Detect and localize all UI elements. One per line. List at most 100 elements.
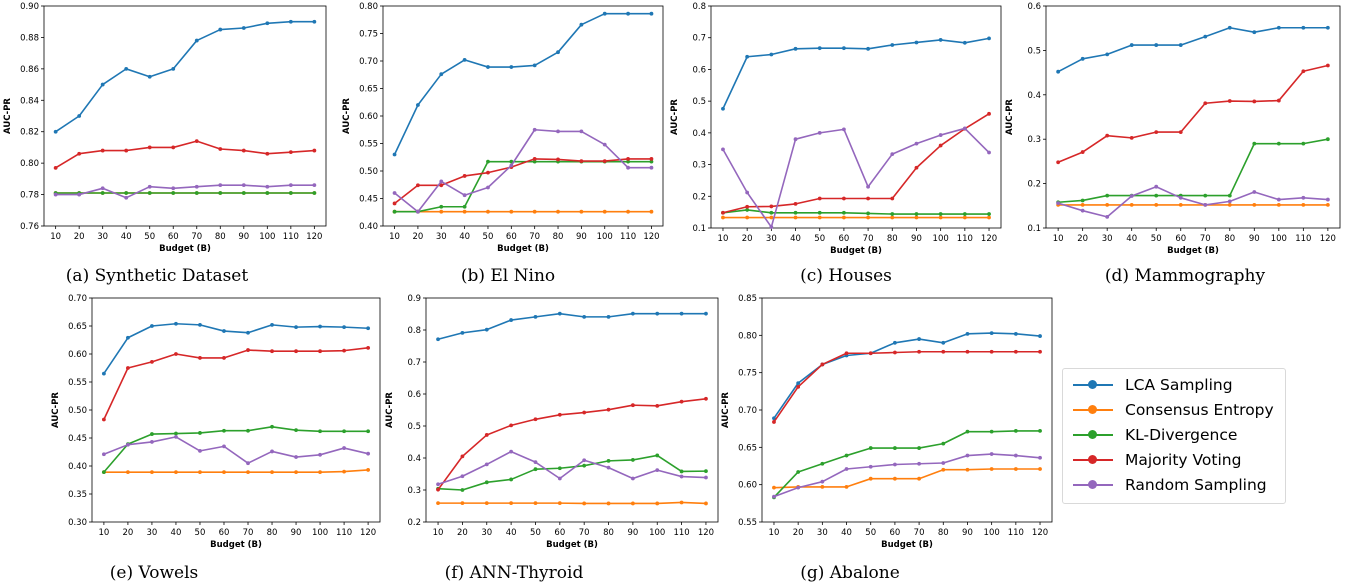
data-point — [416, 209, 420, 214]
x-tick-label: 50 — [195, 528, 206, 538]
y-tick-label: 0.3 — [1027, 135, 1041, 145]
y-tick-label: 0.65 — [738, 443, 757, 453]
data-point — [1013, 331, 1018, 336]
series-majority-voting — [101, 345, 371, 422]
data-point — [392, 152, 397, 157]
data-point — [606, 314, 611, 319]
data-point — [745, 54, 750, 59]
data-point — [246, 428, 250, 433]
data-point — [941, 467, 946, 472]
data-point — [532, 127, 537, 132]
y-tick-label: 0.45 — [359, 195, 378, 205]
data-point — [1129, 135, 1134, 140]
data-point — [392, 201, 397, 206]
y-tick-label: 0.6 — [1027, 2, 1041, 12]
data-point — [626, 11, 630, 16]
y-tick-label: 0.50 — [359, 167, 378, 177]
data-point — [1325, 25, 1330, 30]
x-axis-label: Budget (B) — [1167, 246, 1219, 256]
data-point — [222, 356, 226, 360]
data-point — [416, 103, 420, 107]
data-point — [1227, 203, 1232, 207]
y-tick-label: 0.5 — [1027, 46, 1041, 56]
data-point — [890, 43, 895, 47]
series-random-sampling — [721, 126, 991, 229]
data-point — [1129, 203, 1134, 207]
x-tick-label: 20 — [457, 528, 468, 538]
x-tick-label: 110 — [283, 232, 299, 242]
data-point — [198, 470, 202, 475]
data-point — [484, 501, 489, 506]
data-point — [194, 191, 199, 195]
series-line — [394, 160, 652, 213]
data-point — [294, 428, 298, 433]
series-line — [722, 127, 990, 228]
data-point — [866, 215, 870, 220]
data-point — [914, 212, 919, 216]
x-tick-label: 110 — [1295, 234, 1311, 244]
data-point — [484, 480, 489, 485]
y-tick-label: 0.55 — [359, 140, 378, 150]
data-point — [218, 147, 223, 151]
data-point — [890, 212, 895, 216]
data-point — [171, 191, 176, 195]
y-tick-label: 0.50 — [68, 406, 87, 416]
data-point — [318, 349, 322, 354]
data-point — [246, 330, 250, 335]
data-point — [965, 453, 970, 458]
data-point — [1129, 43, 1134, 47]
data-point — [793, 201, 798, 206]
data-point — [1276, 141, 1281, 146]
legend-item-majority-voting: Majority Voting — [1073, 449, 1241, 471]
data-point — [1038, 334, 1042, 338]
caption-abalone: (g) Abalone — [800, 563, 900, 583]
data-point — [582, 501, 587, 506]
chart-synthetic-dataset-plot: 0.76 0.78 0.80 0.82 0.84 0.86 0.88 0.90 10 20 30 40… — [3, 2, 327, 254]
data-point — [1276, 25, 1281, 30]
y-tick-label: 0.30 — [68, 518, 87, 528]
x-tick-label: 60 — [1175, 234, 1186, 244]
data-point — [174, 470, 178, 475]
chart-synthetic-dataset: 0.76 0.78 0.80 0.82 0.84 0.86 0.88 0.90 10 20 30 40… — [0, 0, 335, 290]
data-point — [1056, 160, 1061, 165]
data-point — [941, 340, 946, 345]
series-line — [722, 37, 990, 110]
data-point — [124, 148, 129, 153]
x-tick-label: 60 — [506, 232, 517, 242]
x-tick-label: 60 — [889, 528, 900, 538]
x-tick-label: 50 — [530, 528, 541, 538]
data-point — [649, 157, 654, 161]
legend-label: LCA Sampling — [1125, 376, 1233, 394]
data-point — [1056, 69, 1061, 74]
data-point — [1301, 69, 1306, 74]
series-random-sampling — [101, 434, 371, 466]
data-point — [462, 209, 467, 214]
y-tick-label: 0.76 — [20, 222, 39, 232]
series-kl-divergence — [772, 429, 1042, 500]
y-tick-label: 0.80 — [359, 2, 378, 12]
data-point — [721, 106, 725, 111]
y-tick-label: 0.45 — [68, 434, 87, 444]
data-point — [265, 21, 270, 26]
data-point — [509, 449, 514, 454]
y-tick-label: 0.5 — [407, 422, 421, 432]
data-point — [893, 476, 897, 481]
caption-synthetic-dataset: (a) Synthetic Dataset — [65, 266, 249, 286]
data-point — [917, 349, 921, 354]
data-point — [721, 147, 725, 152]
y-tick-label: 0.7 — [407, 358, 421, 368]
series-line — [437, 450, 706, 486]
y-tick-label: 0.2 — [692, 192, 706, 202]
data-point — [721, 215, 725, 220]
data-point — [1129, 194, 1134, 198]
caption-mammography: (d) Mammography — [1104, 266, 1266, 286]
data-point — [288, 19, 293, 24]
data-point — [704, 501, 708, 506]
x-tick-label: 70 — [529, 232, 540, 242]
data-point — [842, 196, 846, 201]
x-tick-label: 90 — [627, 528, 638, 538]
y-tick-label: 0.4 — [692, 129, 706, 139]
data-point — [868, 446, 873, 450]
data-point — [218, 27, 223, 32]
series-random-sampling — [392, 127, 654, 214]
